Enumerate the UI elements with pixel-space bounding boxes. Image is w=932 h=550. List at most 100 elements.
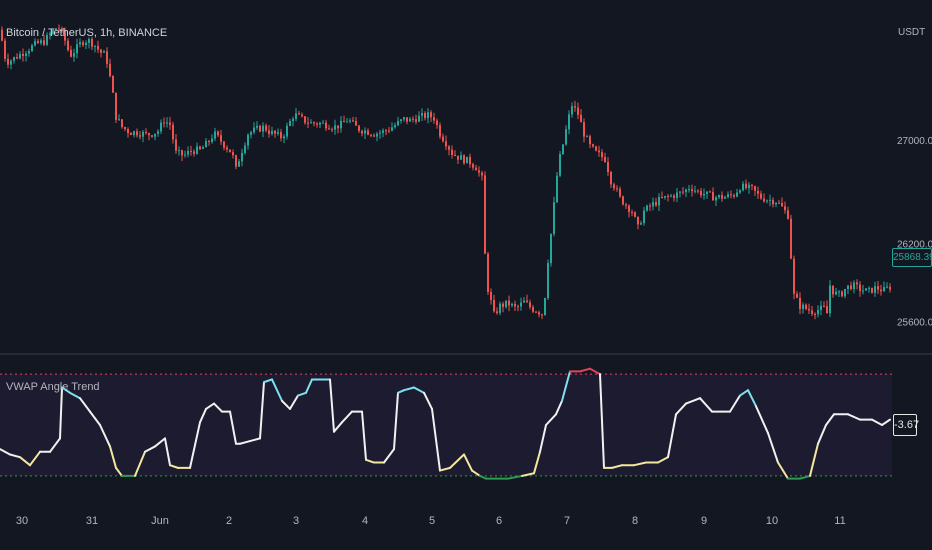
currency-label[interactable]: USDT [898, 27, 926, 38]
osc-segment [423, 391, 433, 410]
osc-segment [479, 474, 487, 480]
candle-body [670, 195, 672, 197]
candle-body [796, 293, 798, 298]
candle-body [523, 300, 525, 303]
candle-body [841, 291, 843, 297]
osc-segment [59, 386, 63, 440]
candle-body [367, 130, 369, 135]
candle-body [397, 120, 399, 126]
osc-segment [699, 397, 713, 413]
osc-segment [154, 437, 166, 448]
candle-body [745, 183, 747, 189]
candle-body [718, 195, 720, 198]
candle-body [442, 136, 444, 142]
candle-body [253, 127, 255, 133]
candle-body [262, 125, 264, 132]
candle-body [61, 28, 63, 31]
candle-body [754, 186, 756, 191]
candle-body [682, 191, 684, 193]
osc-segment [109, 445, 117, 469]
candle-body [292, 118, 294, 121]
symbol-title[interactable]: Bitcoin / TetherUS, 1h, BINANCE [6, 27, 168, 39]
candle-body [139, 135, 141, 137]
candle-body [664, 196, 666, 198]
candle-body [130, 133, 132, 136]
candle-body [577, 107, 579, 115]
osc-segment [393, 391, 399, 451]
osc-segment [739, 389, 749, 397]
osc-segment [164, 437, 171, 467]
candle-body [331, 129, 333, 131]
osc-segment [555, 399, 563, 416]
candle-body [700, 190, 702, 196]
candle-body [499, 303, 501, 313]
osc-segment [599, 373, 605, 469]
candle-body [118, 119, 120, 121]
candle-body [763, 198, 765, 202]
candle-body [1, 29, 3, 41]
candle-body [187, 151, 189, 155]
candle-body [154, 133, 156, 137]
time-tick-label: 8 [632, 515, 638, 527]
candle-body [484, 175, 486, 254]
osc-segment [134, 450, 146, 477]
candle-body [826, 306, 828, 314]
candle-body [355, 121, 357, 126]
candle-body [94, 45, 96, 47]
candle-body [847, 285, 849, 289]
candle-body [712, 192, 714, 201]
candle-body [487, 253, 489, 292]
candle-body [403, 117, 405, 120]
indicator-title[interactable]: VWAP Angle Trend [6, 381, 100, 393]
osc-segment [533, 450, 541, 475]
candle-body [877, 286, 879, 290]
osc-segment [881, 418, 891, 426]
candle-body [193, 151, 195, 154]
candle-body [583, 122, 585, 137]
candle-body [667, 196, 669, 198]
candle-body [709, 191, 711, 193]
osc-segment [89, 410, 101, 426]
candle-body [184, 154, 186, 156]
candle-body [757, 190, 759, 194]
osc-segment [449, 453, 465, 469]
candle-body [28, 51, 30, 54]
candle-body [283, 136, 285, 139]
candle-body [736, 192, 738, 197]
candle-body [880, 289, 882, 292]
candle-body [673, 195, 675, 198]
osc-segment [539, 424, 547, 453]
candle-body [109, 63, 111, 77]
candle-body [508, 300, 510, 306]
osc-segment [329, 378, 335, 433]
osc-segment [19, 456, 31, 467]
candle-body [211, 138, 213, 142]
candle-body [91, 38, 93, 47]
candle-body [571, 106, 573, 115]
candle-body [16, 57, 18, 59]
candle-body [715, 197, 717, 201]
osc-segment [817, 424, 827, 445]
candle-body [811, 310, 813, 314]
osc-segment [439, 466, 451, 472]
osc-segment [777, 461, 789, 480]
candle-body [250, 132, 252, 135]
candle-body [565, 129, 567, 145]
candle-body [241, 152, 243, 162]
candle-body [82, 42, 84, 45]
candle-body [553, 202, 555, 234]
candle-body [76, 44, 78, 54]
candle-body [616, 188, 618, 190]
candle-body [196, 146, 198, 154]
candle-body [805, 304, 807, 309]
candle-body [103, 51, 105, 53]
candle-body [589, 136, 591, 145]
candle-body [418, 115, 420, 122]
candle-body [199, 146, 201, 149]
candle-body [739, 190, 741, 193]
candle-body [220, 135, 222, 142]
candle-body [853, 282, 855, 290]
osc-segment [397, 389, 405, 394]
candle-body [247, 134, 249, 146]
candle-body [655, 202, 657, 206]
